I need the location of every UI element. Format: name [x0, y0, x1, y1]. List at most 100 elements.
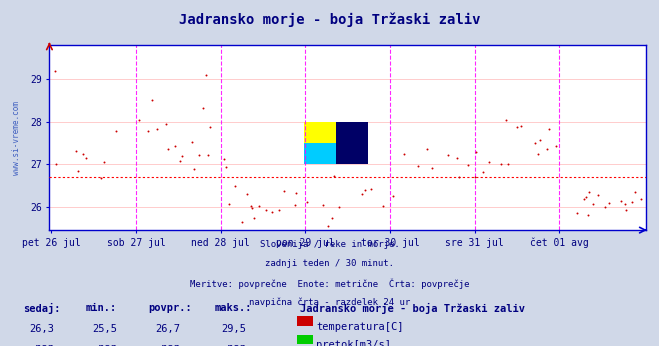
Point: [529, 140, 540, 145]
Point: [496, 161, 506, 166]
Point: [111, 128, 122, 134]
Text: 25,5: 25,5: [92, 324, 117, 334]
Point: [221, 164, 231, 170]
Text: Meritve: povprečne  Enote: metrične  Črta: povprečje: Meritve: povprečne Enote: metrične Črta:…: [190, 279, 469, 289]
Point: [388, 193, 399, 198]
Point: [619, 201, 630, 207]
Point: [266, 209, 277, 215]
Point: [169, 143, 180, 149]
Point: [198, 106, 208, 111]
Point: [134, 118, 145, 123]
Text: -nan: -nan: [155, 343, 180, 346]
Text: 29,5: 29,5: [221, 324, 246, 334]
Point: [542, 147, 552, 152]
Point: [254, 203, 265, 209]
Point: [533, 151, 544, 156]
Point: [365, 186, 376, 192]
Point: [99, 159, 109, 165]
Point: [544, 126, 554, 132]
Point: [203, 152, 214, 158]
Text: sedaj:: sedaj:: [23, 303, 61, 314]
Point: [427, 165, 438, 171]
Point: [229, 184, 240, 189]
Text: zadnji teden / 30 minut.: zadnji teden / 30 minut.: [265, 260, 394, 268]
Point: [378, 203, 388, 209]
Text: navpična črta - razdelek 24 ur: navpična črta - razdelek 24 ur: [249, 298, 410, 307]
Point: [453, 174, 464, 180]
Text: povpr.:: povpr.:: [148, 303, 192, 313]
Point: [289, 202, 300, 208]
Point: [194, 152, 205, 157]
Point: [81, 156, 92, 161]
Point: [588, 201, 598, 207]
Point: [261, 208, 272, 213]
Point: [177, 154, 187, 159]
Point: [328, 173, 339, 179]
FancyBboxPatch shape: [304, 121, 336, 143]
Point: [247, 206, 258, 211]
Point: [201, 72, 212, 78]
Point: [413, 163, 424, 169]
Point: [357, 191, 367, 197]
Point: [187, 139, 198, 145]
Point: [583, 213, 593, 218]
Point: [478, 170, 489, 175]
Point: [600, 204, 610, 210]
Point: [326, 216, 337, 221]
Point: [550, 144, 561, 149]
Point: [49, 68, 60, 73]
Point: [484, 159, 494, 164]
Point: [534, 138, 545, 143]
Point: [469, 174, 480, 180]
Text: temperatura[C]: temperatura[C]: [316, 322, 404, 332]
Point: [237, 219, 247, 225]
Point: [72, 169, 83, 174]
Point: [291, 190, 302, 196]
Point: [245, 203, 256, 209]
Point: [96, 175, 106, 181]
Point: [604, 200, 614, 206]
Text: -nan: -nan: [92, 343, 117, 346]
Point: [162, 147, 173, 152]
Text: Jadransko morje - boja Tržaski zaliv: Jadransko morje - boja Tržaski zaliv: [300, 303, 525, 314]
Point: [584, 189, 594, 195]
Point: [78, 152, 88, 157]
Text: pretok[m3/s]: pretok[m3/s]: [316, 340, 391, 346]
Point: [242, 191, 252, 197]
Point: [512, 124, 523, 129]
Point: [422, 146, 432, 152]
Point: [161, 121, 171, 127]
Point: [51, 161, 62, 167]
Point: [152, 126, 162, 131]
Point: [443, 152, 453, 157]
Point: [143, 129, 154, 134]
Point: [219, 156, 229, 162]
Text: www.si-vreme.com: www.si-vreme.com: [12, 101, 21, 174]
Point: [581, 194, 591, 199]
Point: [593, 192, 604, 198]
Text: 26,3: 26,3: [30, 324, 55, 334]
Point: [463, 162, 473, 167]
FancyBboxPatch shape: [304, 143, 336, 164]
Point: [273, 208, 284, 213]
Point: [635, 197, 646, 202]
Text: maks.:: maks.:: [214, 303, 252, 313]
Text: Slovenija / reke in morje.: Slovenija / reke in morje.: [260, 240, 399, 249]
Point: [279, 188, 289, 194]
Point: [360, 188, 370, 193]
Point: [471, 149, 482, 155]
Text: Jadransko morje - boja Tržaski zaliv: Jadransko morje - boja Tržaski zaliv: [179, 12, 480, 27]
Point: [501, 117, 511, 123]
Point: [323, 223, 333, 228]
Point: [621, 208, 632, 213]
Point: [318, 203, 328, 208]
Point: [399, 151, 409, 156]
Point: [452, 155, 463, 161]
Point: [205, 124, 215, 129]
Point: [302, 199, 312, 205]
Point: [616, 198, 627, 204]
Point: [503, 161, 513, 167]
Text: -nan: -nan: [30, 343, 55, 346]
Point: [627, 199, 637, 204]
Point: [515, 123, 526, 129]
